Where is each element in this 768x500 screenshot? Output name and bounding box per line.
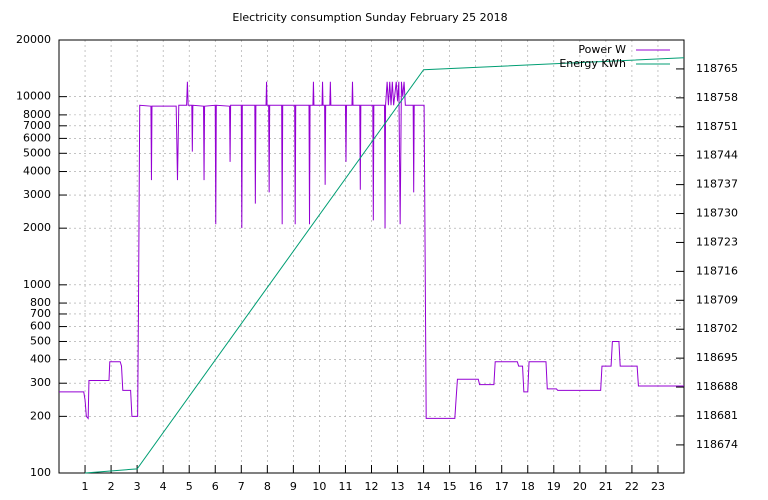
y2-tick-label: 118758 <box>696 91 738 104</box>
y2-tick-label: 118751 <box>696 120 738 133</box>
y-tick-label: 1000 <box>23 278 51 291</box>
y2-tick-label: 118695 <box>696 351 738 364</box>
y2-tick-label: 118688 <box>696 380 738 393</box>
x-tick-label: 16 <box>469 480 483 493</box>
y2-tick-label: 118723 <box>696 235 738 248</box>
y-tick-label: 10000 <box>16 90 51 103</box>
y2-tick-label: 118730 <box>696 207 738 220</box>
x-tick-label: 9 <box>290 480 297 493</box>
x-tick-label: 23 <box>651 480 665 493</box>
x-tick-label: 6 <box>212 480 219 493</box>
x-tick-label: 11 <box>338 480 352 493</box>
y2-tick-label: 118674 <box>696 438 738 451</box>
y-tick-label: 600 <box>30 320 51 333</box>
y-tick-label: 100 <box>30 466 51 479</box>
x-tick-label: 15 <box>443 480 457 493</box>
y-tick-label: 6000 <box>23 131 51 144</box>
y2-tick-label: 118709 <box>696 293 738 306</box>
x-tick-label: 7 <box>238 480 245 493</box>
y-tick-label: 5000 <box>23 146 51 159</box>
y-tick-label: 20000 <box>16 33 51 46</box>
y2-tick-label: 118702 <box>696 322 738 335</box>
x-tick-label: 2 <box>108 480 115 493</box>
y-tick-label: 2000 <box>23 221 51 234</box>
x-tick-label: 8 <box>264 480 271 493</box>
x-tick-label: 20 <box>573 480 587 493</box>
legend-label: Power W <box>578 43 626 56</box>
y-tick-label: 4000 <box>23 165 51 178</box>
series-line <box>85 57 685 474</box>
x-tick-label: 10 <box>312 480 326 493</box>
plot-frame <box>58 39 685 474</box>
y2-tick-label: 118681 <box>696 409 738 422</box>
y-tick-label: 8000 <box>23 108 51 121</box>
y-tick-label: 3000 <box>23 188 51 201</box>
chart-title: Electricity consumption Sunday February … <box>232 11 507 24</box>
x-tick-label: 17 <box>495 480 509 493</box>
y-tick-label: 800 <box>30 296 51 309</box>
x-tick-label: 3 <box>134 480 141 493</box>
y-tick-label: 700 <box>30 307 51 320</box>
x-tick-label: 21 <box>599 480 613 493</box>
x-tick-label: 4 <box>160 480 167 493</box>
x-tick-label: 22 <box>625 480 639 493</box>
y2-tick-label: 118716 <box>696 264 738 277</box>
x-tick-label: 12 <box>365 480 379 493</box>
legend-label: Energy KWh <box>559 57 626 70</box>
y-tick-label: 200 <box>30 409 51 422</box>
y2-tick-label: 118737 <box>696 178 738 191</box>
y-tick-label: 500 <box>30 334 51 347</box>
x-tick-label: 5 <box>186 480 193 493</box>
x-tick-label: 13 <box>391 480 405 493</box>
x-tick-label: 18 <box>521 480 535 493</box>
y-tick-label: 7000 <box>23 119 51 132</box>
x-tick-label: 19 <box>547 480 561 493</box>
series-line <box>59 81 684 420</box>
x-tick-label: 14 <box>417 480 431 493</box>
y2-tick-label: 118744 <box>696 149 738 162</box>
x-tick-label: 1 <box>82 480 89 493</box>
y2-tick-label: 118765 <box>696 62 738 75</box>
y-tick-label: 300 <box>30 376 51 389</box>
y-tick-label: 400 <box>30 353 51 366</box>
